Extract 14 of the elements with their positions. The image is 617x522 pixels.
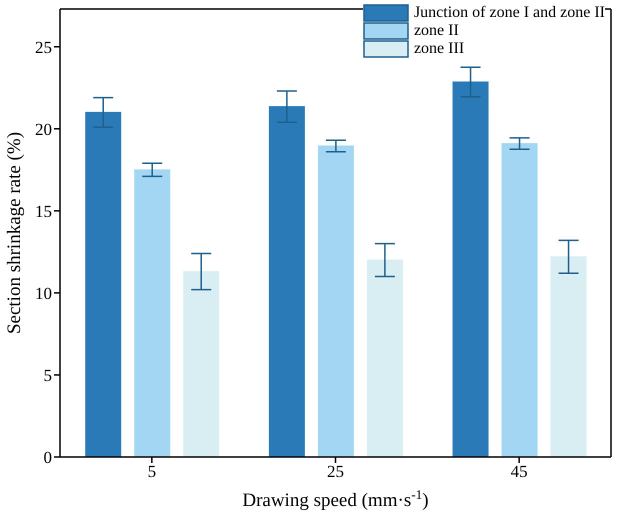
x-tick-label: 45 [510,462,528,482]
legend-label: zone II [414,21,459,41]
y-tick-label: 15 [35,202,52,221]
y-axis-title: Section shrinkage rate (%) [4,132,25,334]
legend-label: Junction of zone I and zone II [414,3,605,23]
y-tick-label: 25 [35,38,52,57]
x-tick-label: 5 [148,462,156,482]
y-tick-label: 20 [35,120,52,139]
x-axis-title: Drawing speed (mm·s$^{-1}$) [242,486,429,511]
x-tick-label: 25 [327,462,344,482]
y-tick-label: 5 [44,366,52,385]
legend-label: zone III [414,39,464,59]
y-tick-label: 0 [44,448,52,468]
y-tick-label: 10 [35,284,52,303]
